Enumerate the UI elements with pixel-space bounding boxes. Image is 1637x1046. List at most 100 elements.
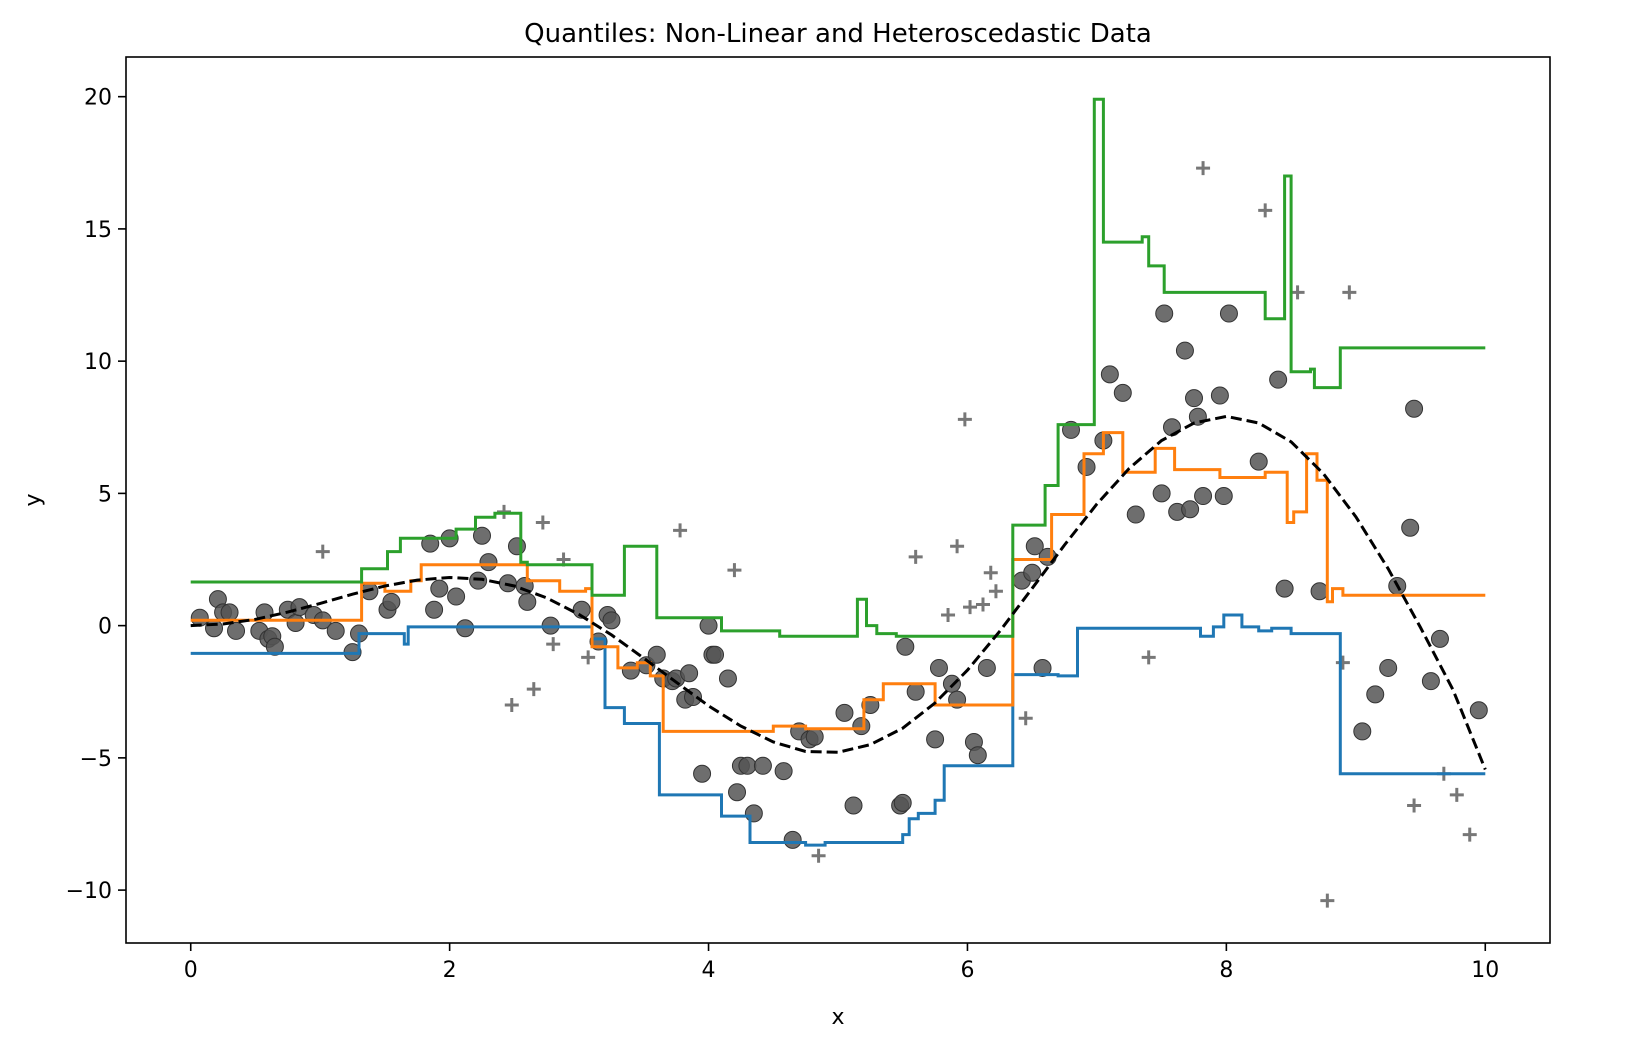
chart-title: Quantiles: Non-Linear and Heteroscedasti… xyxy=(524,19,1152,49)
outlier-point xyxy=(988,584,1003,599)
outlier-point xyxy=(1196,161,1211,176)
outlier-point xyxy=(1342,285,1357,300)
y-tick-label: −5 xyxy=(80,747,112,772)
plot-content xyxy=(190,97,1488,908)
inlier-point xyxy=(926,730,945,749)
y-tick-label: 5 xyxy=(98,482,112,507)
outlier-point xyxy=(941,608,956,623)
outlier-point xyxy=(546,637,561,652)
inlier-point xyxy=(1038,547,1057,566)
outlier-point xyxy=(727,563,742,578)
inlier-point xyxy=(425,600,444,619)
inlier-point xyxy=(929,658,948,677)
inlier-point xyxy=(1430,629,1449,648)
outlier-point xyxy=(1258,203,1273,218)
x-tick-label: 6 xyxy=(960,958,974,983)
outlier-point xyxy=(963,600,978,615)
inlier-point xyxy=(1269,370,1288,389)
inlier-point xyxy=(1275,579,1294,598)
y-tick-label: 15 xyxy=(84,218,112,243)
inlier-point xyxy=(1194,487,1213,506)
inlier-point xyxy=(783,830,802,849)
inlier-point xyxy=(774,762,793,781)
inlier-point xyxy=(326,621,345,640)
outlier-point xyxy=(1018,711,1033,726)
outlier-point xyxy=(950,539,965,554)
axes-frame xyxy=(125,56,1551,944)
inlier-point xyxy=(447,587,466,606)
inlier-point xyxy=(893,793,912,812)
outlier-point xyxy=(1320,893,1335,908)
inlier-point xyxy=(738,756,757,775)
inlier-point xyxy=(647,645,666,664)
inlier-point xyxy=(844,796,863,815)
inlier-point xyxy=(1405,399,1424,418)
inlier-point xyxy=(968,746,987,765)
inlier-point xyxy=(602,611,621,630)
inlier-point xyxy=(479,553,498,572)
inlier-point xyxy=(852,717,871,736)
y-tick-label: 20 xyxy=(84,86,112,111)
outlier-point xyxy=(504,697,519,712)
inlier-point xyxy=(1025,537,1044,556)
inlier-point xyxy=(1214,487,1233,506)
axis-ticks: 0 2 4 6 8 10 −10 −5 0 5 10 15 20 xyxy=(66,86,1500,983)
quantile-line-q_high xyxy=(190,97,1486,638)
x-tick-label: 0 xyxy=(184,958,198,983)
inlier-point xyxy=(1155,304,1174,323)
inlier-point xyxy=(699,616,718,635)
inlier-point xyxy=(1023,563,1042,582)
inlier-point xyxy=(382,592,401,611)
inlier-point xyxy=(706,645,725,664)
outlier-point xyxy=(811,848,826,863)
inlier-point xyxy=(507,537,526,556)
x-tick-label: 8 xyxy=(1219,958,1233,983)
outlier-point xyxy=(1462,827,1477,842)
inlier-point xyxy=(680,664,699,683)
outlier-point xyxy=(975,597,990,612)
inlier-point xyxy=(1353,722,1372,741)
inlier-point xyxy=(896,637,915,656)
inlier-point xyxy=(572,600,591,619)
inlier-point xyxy=(1219,304,1238,323)
outlier-point xyxy=(957,412,972,427)
inlier-point xyxy=(1152,484,1171,503)
outlier-point xyxy=(535,515,550,530)
inlier-point xyxy=(286,613,305,632)
x-tick-label: 10 xyxy=(1471,958,1499,983)
inlier-point xyxy=(1469,701,1488,720)
outlier-point xyxy=(1407,798,1422,813)
inlier-point xyxy=(205,619,224,638)
y-tick-label: −10 xyxy=(66,879,112,904)
inlier-point xyxy=(265,637,284,656)
inlier-point xyxy=(753,756,772,775)
inlier-point xyxy=(977,658,996,677)
inlier-point xyxy=(1210,386,1229,405)
inlier-point xyxy=(805,727,824,746)
x-tick-label: 2 xyxy=(443,958,457,983)
inlier-point xyxy=(1185,389,1203,408)
inlier-point xyxy=(220,603,239,622)
x-axis-label: x xyxy=(831,1005,844,1030)
x-tick-label: 4 xyxy=(702,958,716,983)
inlier-point xyxy=(1033,658,1052,677)
y-axis-label: y xyxy=(21,493,46,506)
quantile-line-q_mid xyxy=(190,431,1486,733)
outlier-point xyxy=(526,682,541,697)
inlier-point xyxy=(469,571,488,590)
outlier-point xyxy=(1335,655,1350,670)
inlier-point xyxy=(1175,341,1194,360)
inlier-point xyxy=(1401,518,1420,537)
outlier-point xyxy=(1141,650,1156,665)
inlier-point xyxy=(518,592,537,611)
true-function-line xyxy=(190,414,1487,771)
y-tick-label: 10 xyxy=(84,350,112,375)
quantile-line-q_low xyxy=(190,613,1486,847)
inlier-point xyxy=(728,783,747,802)
inlier-point xyxy=(906,682,925,701)
inlier-point xyxy=(1310,582,1329,601)
inlier-point xyxy=(1379,658,1398,677)
inlier-point xyxy=(1100,365,1119,384)
outlier-point xyxy=(581,650,596,665)
